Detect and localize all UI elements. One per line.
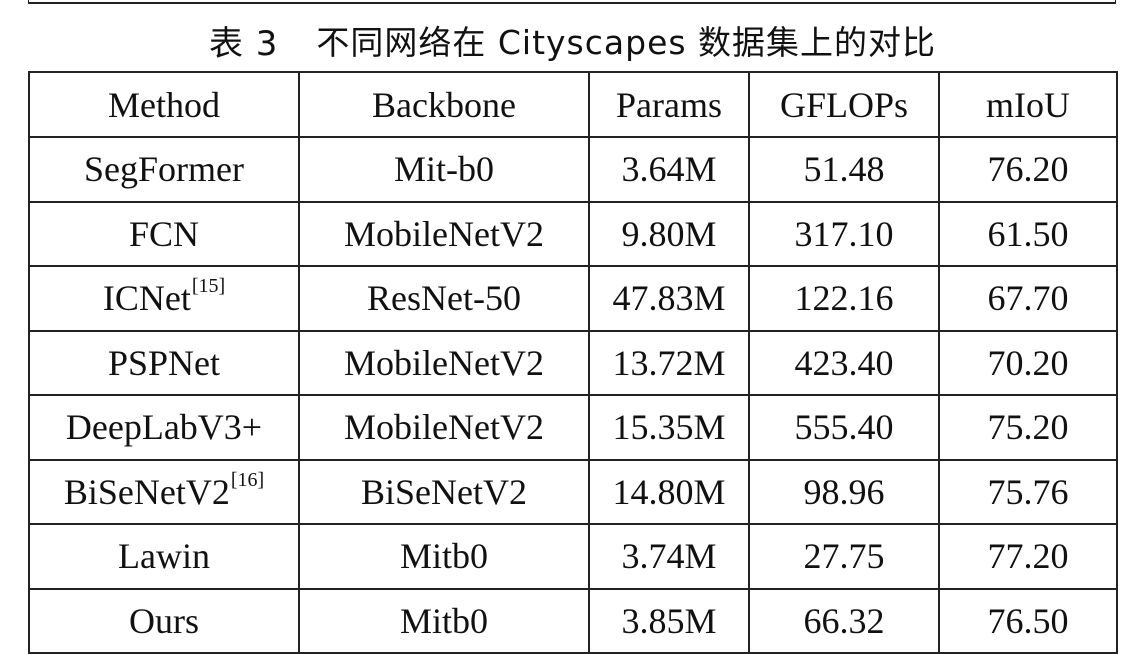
table-row: DeepLabV3+ MobileNetV2 15.35M 555.40 75.… <box>28 394 1118 461</box>
cell-backbone: MobileNetV2 <box>298 200 590 267</box>
cell-backbone: Mitb0 <box>298 587 590 654</box>
header-params: Params <box>588 71 750 138</box>
cell-params: 15.35M <box>588 394 750 461</box>
cell-miou: 67.70 <box>938 265 1118 332</box>
cell-miou: 77.20 <box>938 523 1118 590</box>
cell-gflops: 98.96 <box>748 458 940 525</box>
method-name: SegFormer <box>84 149 244 190</box>
cell-params: 13.72M <box>588 329 750 396</box>
cell-miou: 76.20 <box>938 136 1118 203</box>
top-table-border <box>28 0 1116 4</box>
cell-params: 9.80M <box>588 200 750 267</box>
cell-backbone: BiSeNetV2 <box>298 458 590 525</box>
table-number: 表 3 <box>208 23 279 64</box>
comparison-table: Method Backbone Params GFLOPs mIoU SegFo… <box>28 71 1118 654</box>
table-caption: 表 3 不同网络在 Cityscapes 数据集上的对比 <box>0 14 1145 66</box>
cell-method: DeepLabV3+ <box>28 394 300 461</box>
table-title: 不同网络在 Cityscapes 数据集上的对比 <box>316 23 937 62</box>
cell-gflops: 27.75 <box>748 523 940 590</box>
cell-backbone: Mitb0 <box>298 523 590 590</box>
citation-ref: [16] <box>230 468 265 491</box>
cell-method: FCN <box>28 200 300 267</box>
table-row: ICNet[15] ResNet-50 47.83M 122.16 67.70 <box>28 265 1118 332</box>
header-gflops: GFLOPs <box>748 71 940 138</box>
cell-backbone: Mit-b0 <box>298 136 590 203</box>
header-method: Method <box>28 71 300 138</box>
cell-params: 14.80M <box>588 458 750 525</box>
cell-miou: 76.50 <box>938 587 1118 654</box>
table-row: Ours Mitb0 3.85M 66.32 76.50 <box>28 587 1118 654</box>
table-row: PSPNet MobileNetV2 13.72M 423.40 70.20 <box>28 329 1118 396</box>
cell-method: BiSeNetV2[16] <box>28 458 300 525</box>
cell-gflops: 555.40 <box>748 394 940 461</box>
table-row: SegFormer Mit-b0 3.64M 51.48 76.20 <box>28 136 1118 203</box>
cell-gflops: 423.40 <box>748 329 940 396</box>
cell-method: PSPNet <box>28 329 300 396</box>
table-header-row: Method Backbone Params GFLOPs mIoU <box>28 71 1118 138</box>
header-backbone: Backbone <box>298 71 590 138</box>
cell-miou: 75.20 <box>938 394 1118 461</box>
cell-method: SegFormer <box>28 136 300 203</box>
table-row: FCN MobileNetV2 9.80M 317.10 61.50 <box>28 200 1118 267</box>
cell-gflops: 66.32 <box>748 587 940 654</box>
cell-method: ICNet[15] <box>28 265 300 332</box>
cell-miou: 61.50 <box>938 200 1118 267</box>
cell-params: 3.85M <box>588 587 750 654</box>
cell-gflops: 51.48 <box>748 136 940 203</box>
table-row: Lawin Mitb0 3.74M 27.75 77.20 <box>28 523 1118 590</box>
cell-params: 3.74M <box>588 523 750 590</box>
method-name: DeepLabV3+ <box>65 407 263 448</box>
cell-backbone: MobileNetV2 <box>298 394 590 461</box>
cell-params: 3.64M <box>588 136 750 203</box>
table-row: BiSeNetV2[16] BiSeNetV2 14.80M 98.96 75.… <box>28 458 1118 525</box>
method-name: BiSeNetV2 <box>63 471 230 512</box>
method-name: Ours <box>129 600 199 641</box>
cell-backbone: ResNet-50 <box>298 265 590 332</box>
method-name: PSPNet <box>107 342 221 383</box>
cell-gflops: 122.16 <box>748 265 940 332</box>
method-name: ICNet <box>102 278 191 319</box>
cell-method: Lawin <box>28 523 300 590</box>
cell-miou: 70.20 <box>938 329 1118 396</box>
cell-backbone: MobileNetV2 <box>298 329 590 396</box>
cell-gflops: 317.10 <box>748 200 940 267</box>
method-name: FCN <box>128 213 200 254</box>
cell-miou: 75.76 <box>938 458 1118 525</box>
header-miou: mIoU <box>938 71 1118 138</box>
cell-method: Ours <box>28 587 300 654</box>
cell-params: 47.83M <box>588 265 750 332</box>
method-name: Lawin <box>118 536 210 577</box>
citation-ref: [15] <box>191 275 226 298</box>
